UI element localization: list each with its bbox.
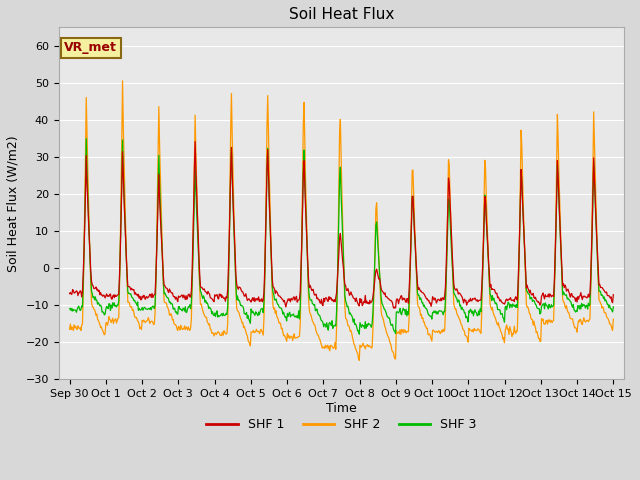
SHF 2 (66, 326, 74, 332)
SHF 3 (425, 312, 433, 318)
SHF 2 (425, 332, 433, 337)
SHF 2 (76, 326, 83, 332)
SHF 2 (132, 314, 140, 320)
Line: SHF 1: SHF 1 (70, 142, 613, 308)
SHF 2 (216, 332, 224, 338)
Title: Soil Heat Flux: Soil Heat Flux (289, 7, 394, 22)
SHF 2 (409, 167, 417, 173)
SHF 1 (409, 193, 417, 199)
SHF 3 (83, 136, 90, 142)
SHF 1 (216, 293, 224, 299)
SHF 3 (66, 306, 74, 312)
SHF 1 (609, 292, 617, 298)
SHF 2 (609, 316, 617, 322)
SHF 2 (118, 78, 126, 84)
Legend: SHF 1, SHF 2, SHF 3: SHF 1, SHF 2, SHF 3 (202, 413, 482, 436)
Text: VR_met: VR_met (65, 41, 117, 54)
SHF 3 (76, 306, 83, 312)
Line: SHF 2: SHF 2 (70, 81, 613, 360)
SHF 3 (132, 300, 140, 306)
SHF 1 (132, 290, 140, 296)
SHF 3 (609, 304, 617, 310)
SHF 3 (355, 331, 363, 337)
SHF 3 (409, 193, 417, 199)
SHF 1 (187, 294, 195, 300)
SHF 2 (188, 317, 195, 323)
Line: SHF 3: SHF 3 (70, 139, 613, 334)
X-axis label: Time: Time (326, 402, 357, 415)
SHF 1 (191, 139, 199, 144)
SHF 3 (216, 313, 224, 319)
SHF 1 (390, 305, 398, 311)
Y-axis label: Soil Heat Flux (W/m2): Soil Heat Flux (W/m2) (7, 135, 20, 272)
SHF 3 (188, 300, 195, 306)
SHF 1 (66, 291, 74, 297)
SHF 2 (355, 358, 363, 363)
SHF 1 (76, 290, 83, 296)
SHF 1 (425, 298, 433, 303)
